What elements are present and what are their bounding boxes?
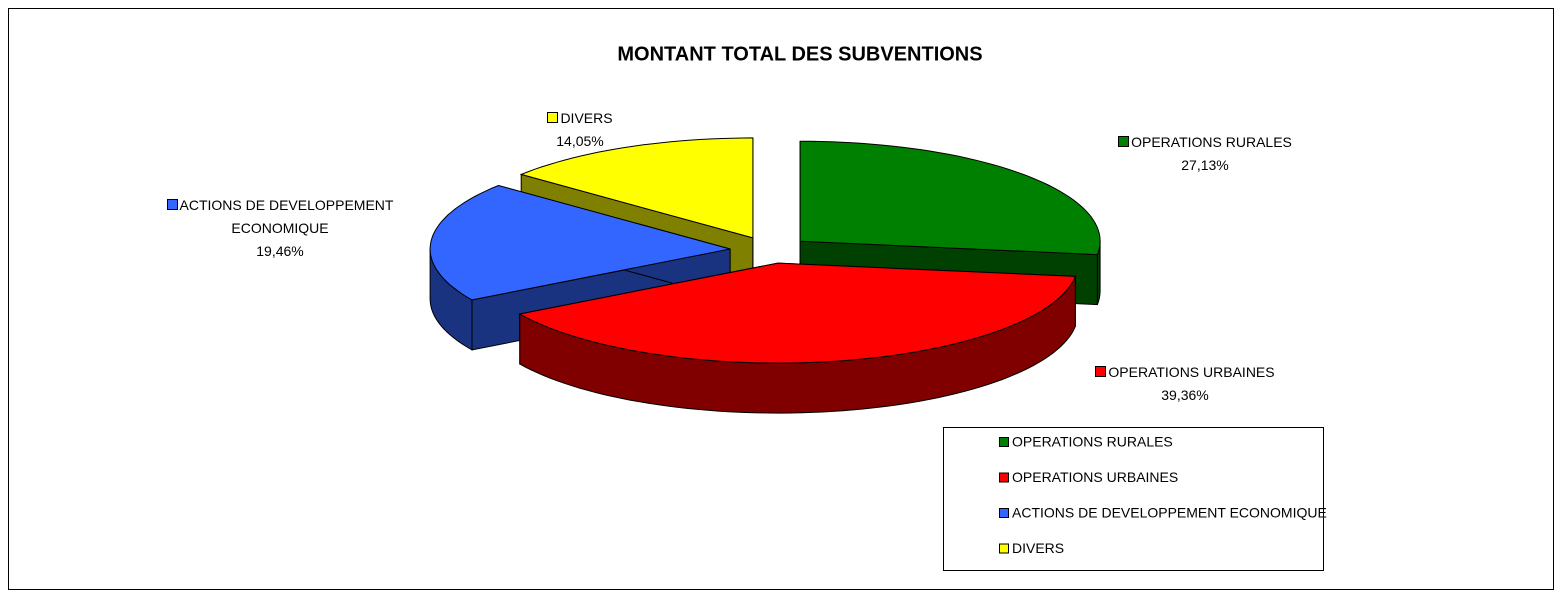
slice bbox=[519, 137, 754, 239]
data-label-value: 14,05% bbox=[556, 133, 604, 149]
chart-title: MONTANT TOTAL DES SUBVENTIONS bbox=[617, 43, 982, 65]
data-label: OPERATIONS RURALES 27,13% bbox=[1090, 131, 1320, 177]
slice bbox=[799, 140, 1101, 256]
legend-label: OPERATIONS URBAINES bbox=[1012, 469, 1178, 485]
slice bbox=[518, 262, 1077, 364]
pie bbox=[429, 137, 1101, 414]
data-label-name: ACTIONS DE DEVELOPPEMENT ECONOMIQUE bbox=[179, 197, 394, 236]
legend-label: ACTIONS DE DEVELOPPEMENT ECONOMIQUE bbox=[1012, 505, 1327, 521]
data-label: ACTIONS DE DEVELOPPEMENT ECONOMIQUE 19,46… bbox=[130, 194, 430, 263]
data-label-name: OPERATIONS URBAINES bbox=[1108, 364, 1275, 380]
legend-label: OPERATIONS RURALES bbox=[1012, 434, 1173, 450]
slice bbox=[429, 184, 731, 301]
data-label-key bbox=[1118, 136, 1130, 147]
data-label-key bbox=[166, 199, 178, 210]
legend-key bbox=[999, 543, 1009, 554]
data-label-name: OPERATIONS RURALES bbox=[1131, 134, 1292, 150]
chart-frame bbox=[8, 8, 1554, 590]
data-label: OPERATIONS URBAINES 39,36% bbox=[1060, 361, 1310, 407]
legend-label: DIVERS bbox=[1012, 540, 1064, 556]
data-label-name: DIVERS bbox=[560, 110, 613, 126]
legend-key bbox=[999, 437, 1009, 447]
legend-key bbox=[999, 472, 1009, 483]
data-label-key bbox=[1095, 366, 1107, 377]
data-label: DIVERS 14,05% bbox=[520, 107, 640, 153]
data-label-key bbox=[547, 112, 559, 123]
legend-key bbox=[999, 508, 1009, 518]
data-label-value: 19,46% bbox=[256, 243, 304, 259]
data-label-value: 27,13% bbox=[1181, 157, 1229, 173]
data-label-value: 39,36% bbox=[1161, 387, 1209, 403]
